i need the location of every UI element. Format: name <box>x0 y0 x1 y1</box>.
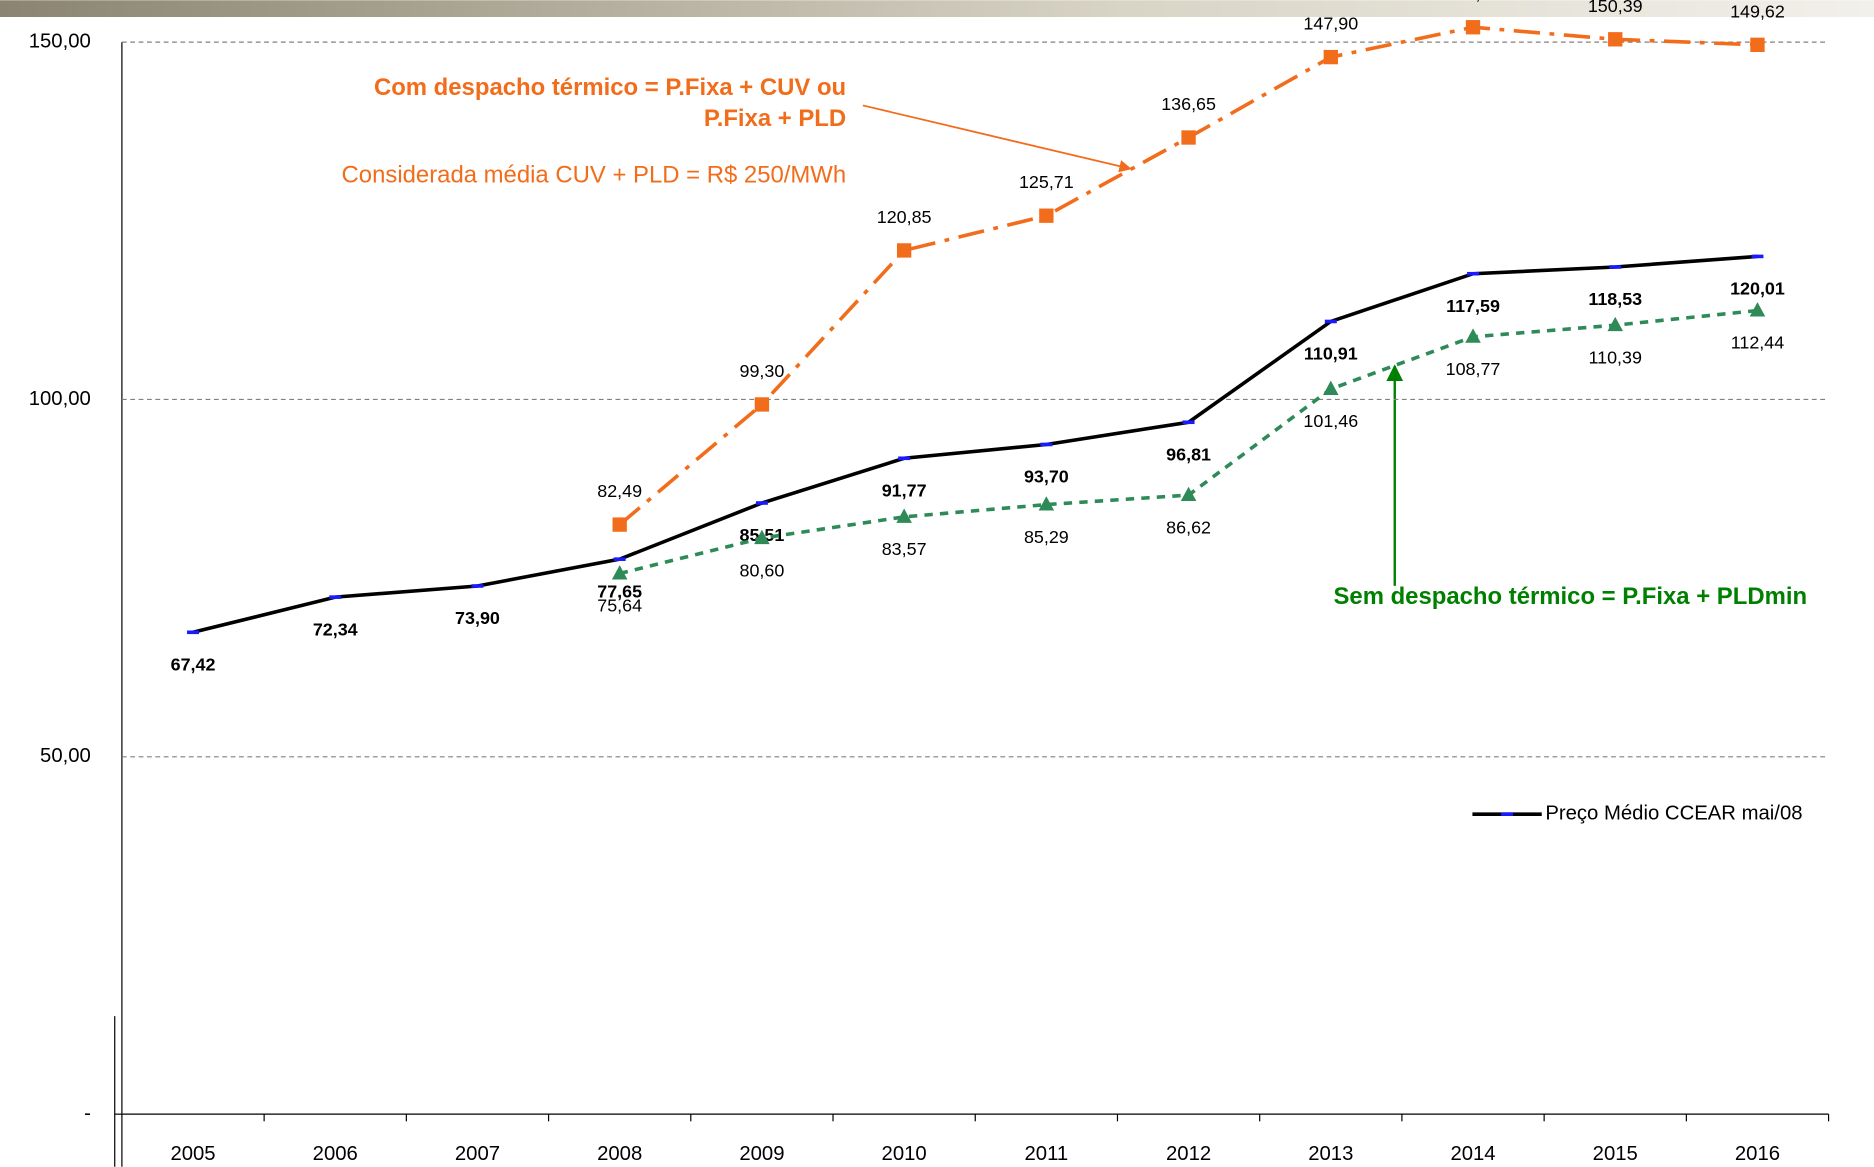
annotation: Considerada média CUV + PLD = R$ 250/MWh <box>342 161 847 188</box>
data-label: 99,30 <box>740 361 785 381</box>
annotation: Com despacho térmico = P.Fixa + CUV ou <box>374 74 846 101</box>
data-label: 108,77 <box>1446 359 1501 379</box>
data-label: 101,46 <box>1303 411 1358 431</box>
data-label: 112,44 <box>1731 333 1784 353</box>
point-marker <box>613 557 626 561</box>
x-tick-label: 2016 <box>1735 1143 1780 1165</box>
data-label: 118,53 <box>1588 289 1642 309</box>
x-tick-label: 2006 <box>313 1143 358 1165</box>
point-marker <box>1040 442 1053 447</box>
data-label: 120,01 <box>1730 279 1785 299</box>
data-label: 86,62 <box>1166 517 1211 537</box>
data-label: 96,81 <box>1166 444 1211 464</box>
data-label: 82,49 <box>597 481 642 501</box>
data-label: 73,90 <box>455 608 500 628</box>
data-label: 149,62 <box>1730 1 1785 21</box>
point-marker <box>611 565 628 580</box>
x-tick-label: 2013 <box>1308 1143 1353 1165</box>
y-tick-label: 100,00 <box>29 388 91 410</box>
point-marker <box>187 630 199 635</box>
data-label: 150,39 <box>1588 0 1643 16</box>
data-label: 147,90 <box>1303 14 1358 34</box>
point-marker <box>1039 208 1054 223</box>
annotation: P.Fixa + PLD <box>704 105 846 132</box>
data-label: 110,91 <box>1304 344 1358 364</box>
y-tick-label: 50,00 <box>40 745 91 767</box>
point-marker <box>896 243 912 258</box>
point-marker <box>612 517 627 532</box>
series-line <box>192 254 1758 635</box>
x-tick-label: 2007 <box>455 1143 500 1165</box>
data-label: 136,65 <box>1161 94 1216 114</box>
x-tick-label: 2012 <box>1166 1143 1211 1165</box>
legend-marker <box>1501 812 1514 816</box>
data-label: 80,60 <box>740 560 785 580</box>
point-marker <box>1607 316 1624 332</box>
annotation-arrow <box>862 104 1132 173</box>
annotation: Sem despacho térmico = P.Fixa + PLDmin <box>1333 583 1807 610</box>
point-marker <box>754 397 770 412</box>
data-label: 72,34 <box>313 619 358 639</box>
point-marker <box>754 529 770 545</box>
point-marker <box>896 508 912 523</box>
data-label: 67,42 <box>171 654 216 674</box>
point-marker <box>1181 130 1196 145</box>
data-label: 110,39 <box>1589 347 1642 367</box>
point-marker <box>1751 254 1764 259</box>
point-marker <box>1323 49 1338 65</box>
data-label: 120,85 <box>877 207 932 227</box>
y-tick-label: - <box>84 1103 91 1125</box>
point-marker <box>329 595 342 599</box>
point-marker <box>755 501 768 505</box>
legend-label: Preço Médio CCEAR mai/08 <box>1545 803 1802 825</box>
point-marker <box>1038 496 1055 511</box>
x-tick-label: 2011 <box>1025 1143 1069 1165</box>
y-tick-label: 150,00 <box>29 30 91 52</box>
x-tick-label: 2005 <box>170 1143 215 1165</box>
point-marker <box>1324 319 1337 324</box>
point-marker <box>471 584 484 588</box>
point-marker <box>1609 265 1622 269</box>
point-marker <box>1465 20 1481 35</box>
data-label: 152,08 <box>1446 0 1501 4</box>
data-label: 125,71 <box>1019 172 1074 192</box>
point-marker <box>1750 37 1765 52</box>
point-marker <box>1323 380 1339 395</box>
point-marker <box>898 456 911 461</box>
x-tick-label: 2009 <box>739 1143 784 1165</box>
x-tick-label: 2010 <box>882 1143 927 1165</box>
data-label: 77,65 <box>597 581 642 601</box>
x-tick-label: 2008 <box>597 1143 642 1165</box>
data-label: 117,59 <box>1446 296 1500 316</box>
data-label: 91,77 <box>882 480 927 500</box>
x-tick-label: 2014 <box>1450 1143 1495 1165</box>
point-marker <box>1608 32 1623 47</box>
point-marker <box>1182 420 1195 425</box>
point-marker <box>1467 271 1480 276</box>
data-label: 85,29 <box>1024 527 1069 547</box>
point-marker <box>1180 486 1197 502</box>
data-label: 83,57 <box>882 539 927 559</box>
header-band <box>0 0 1874 17</box>
data-label: 93,70 <box>1024 467 1069 487</box>
point-marker <box>1465 328 1481 343</box>
point-marker <box>1749 302 1766 317</box>
x-tick-label: 2015 <box>1593 1143 1638 1165</box>
data-label: 75,64 <box>597 596 642 616</box>
